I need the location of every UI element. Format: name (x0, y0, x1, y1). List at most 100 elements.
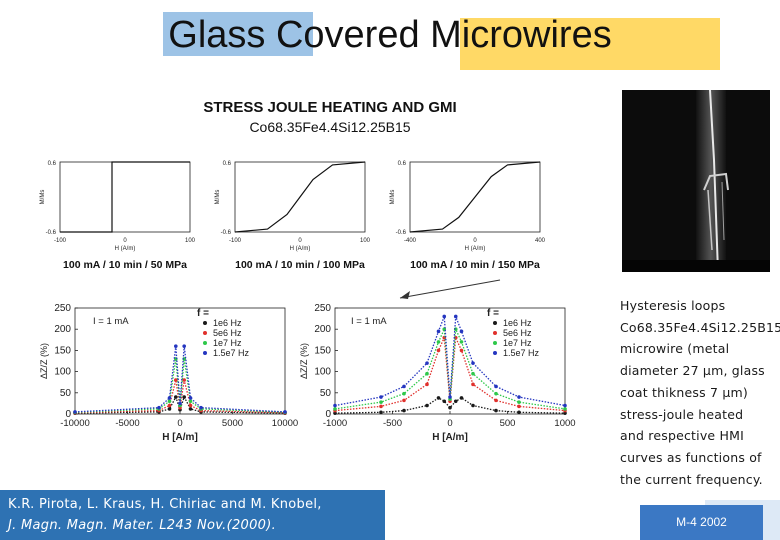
gmi-x-label: H [A/m] (432, 432, 468, 443)
gmi-legend-label: 1.5e7 Hz (503, 348, 540, 358)
gmi-y-tick-label: 100 (54, 367, 71, 378)
caption: Hysteresis loops Co68.35Fe4.4Si12.25B15 … (620, 295, 780, 490)
hysteresis-y-label: M/Ms (390, 190, 396, 205)
gmi-y-tick-label: 200 (314, 324, 331, 335)
hysteresis-tick-label: -400 (404, 238, 417, 244)
gmi-legend-label: 1e7 Hz (213, 338, 242, 348)
microwire-photo (622, 90, 770, 272)
gmi-y-tick-label: 150 (314, 345, 331, 356)
hysteresis-tick-label: 0 (298, 238, 302, 244)
gmi-data-point (379, 410, 383, 415)
hysteresis-tick-label: 0 (473, 238, 477, 244)
hysteresis-frame (234, 161, 366, 233)
gmi-data-point (167, 403, 172, 408)
reference-authors: K.R. Pirota, L. Kraus, H. Chiriac and M.… (8, 497, 322, 512)
hysteresis-tick-label: 0.6 (48, 161, 57, 167)
title-highlight-yellow (460, 18, 720, 70)
slide-title: Glass Covered Microwires (168, 14, 612, 56)
gmi-x-tick-label: 10000 (272, 418, 298, 429)
caption-line: Co68.35Fe4.4Si12.25B15 (620, 319, 780, 335)
gmi-data-point (425, 382, 429, 387)
gmi-legend-label: 5e6 Hz (503, 328, 532, 338)
gmi-data-point (494, 408, 498, 413)
gmi-data-point (402, 408, 406, 413)
gmi-data-point (517, 400, 521, 404)
caption-line: curves as functions of (620, 449, 762, 465)
gmi-legend-label: 1e6 Hz (213, 318, 242, 328)
hysteresis-frame (409, 161, 541, 233)
figure-heading: STRESS JOULE HEATING AND GMI (203, 99, 456, 116)
hysteresis-condition-label: 100 mA / 10 min / 50 MPa (63, 259, 187, 271)
figure-composition: Co68.35Fe4.4Si12.25B15 (249, 119, 410, 135)
caption-line: microwire (metal (620, 341, 730, 357)
gmi-data-point (283, 410, 287, 414)
title-highlight-blue (163, 12, 313, 56)
gmi-legend-label: 5e6 Hz (213, 328, 242, 338)
gmi-data-point (471, 371, 475, 376)
gmi-data-point (436, 348, 441, 353)
gmi-data-point (188, 407, 193, 411)
gmi-data-point (494, 398, 498, 403)
gmi-data-point (199, 405, 203, 410)
hysteresis-condition-label: 100 mA / 10 min / 150 MPa (410, 259, 540, 271)
gmi-data-point (333, 407, 337, 411)
gmi-y-tick-label: 50 (320, 388, 332, 399)
gmi-data-point (167, 396, 172, 400)
gmi-data-point (174, 344, 178, 348)
gmi-y-label: ΔZ/Z (%) (39, 343, 49, 379)
hysteresis-tick-label: -0.6 (396, 230, 407, 236)
hysteresis-tick-label: -0.6 (221, 230, 232, 236)
gmi-current-label: I = 1 mA (351, 316, 387, 327)
hysteresis-x-label: H (A/m) (290, 246, 311, 252)
gmi-legend-marker (203, 321, 207, 325)
hysteresis-frame (59, 161, 191, 233)
gmi-data-point (448, 405, 452, 410)
caption-line: stress-joule heated (620, 406, 744, 422)
gmi-legend-marker (493, 341, 497, 345)
hysteresis-tick-label: 100 (185, 238, 196, 244)
gmi-data-point (157, 405, 161, 410)
gmi-data-point (425, 403, 429, 408)
hysteresis-curve (409, 161, 541, 233)
reference-journal: J. Magn. Magn. Mater. L243 Nov.(2000). (8, 518, 277, 533)
gmi-y-tick-label: 50 (60, 388, 72, 399)
gmi-y-label: ΔZ/Z (%) (299, 343, 309, 379)
callout-arrow (399, 279, 501, 299)
hysteresis-tick-label: 0 (123, 238, 127, 244)
gmi-y-tick-label: 200 (54, 324, 71, 335)
hysteresis-tick-label: -0.6 (46, 230, 57, 236)
gmi-data-point (182, 378, 186, 382)
gmi-x-tick-label: 5000 (222, 418, 243, 429)
gmi-data-point (174, 395, 178, 399)
gmi-data-point (188, 396, 193, 400)
gmi-data-point (517, 395, 521, 399)
gmi-data-point (333, 403, 337, 408)
gmi-legend-marker (493, 351, 497, 355)
gmi-data-point (459, 348, 464, 353)
gmi-data-point (402, 391, 406, 396)
gmi-data-point (178, 401, 182, 406)
gmi-legend-marker (493, 331, 497, 335)
gmi-data-point (459, 396, 464, 400)
caption-line: coat thikness 7 μm) (620, 384, 748, 400)
gmi-data-point (471, 403, 475, 408)
gmi-data-point (188, 399, 193, 404)
gmi-data-point (471, 361, 475, 365)
gmi-data-point (379, 395, 383, 399)
gmi-x-tick-label: 1000 (554, 418, 575, 429)
caption-line: the current frequency. (620, 471, 763, 487)
gmi-data-point (167, 399, 172, 404)
hysteresis-tick-label: 100 (360, 238, 371, 244)
gmi-data-point (379, 404, 383, 409)
gmi-data-point (167, 407, 172, 411)
gmi-data-point (73, 410, 77, 414)
gmi-data-point (188, 403, 193, 408)
gmi-y-tick-label: 0 (325, 409, 331, 420)
gmi-legend-title: f = (197, 308, 209, 319)
gmi-data-point (448, 395, 452, 399)
gmi-legend-marker (493, 321, 497, 325)
hysteresis-tick-label: 0.6 (398, 161, 407, 167)
gmi-x-tick-label: -5000 (115, 418, 139, 429)
gmi-x-tick-label: 0 (177, 418, 182, 429)
reference-box (0, 490, 385, 540)
